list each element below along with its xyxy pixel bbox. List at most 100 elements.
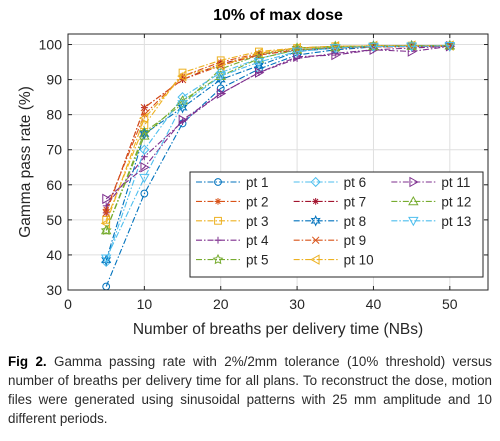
data-point-pt-13 — [406, 42, 417, 52]
legend-label: pt 4 — [246, 233, 269, 248]
data-point-pt-5 — [100, 224, 112, 236]
legend-label: pt 13 — [441, 214, 471, 229]
legend-item-pt-2: pt 2 — [196, 194, 269, 209]
x-axis-label: Number of breaths per delivery time (NBs… — [133, 321, 423, 338]
legend-label: pt 7 — [344, 194, 367, 209]
data-point-pt-12 — [177, 95, 188, 105]
legend-item-pt-6: pt 6 — [293, 175, 367, 190]
legend-label: pt 9 — [344, 233, 367, 248]
legend-marker — [312, 198, 320, 205]
y-tick-label: 40 — [46, 247, 62, 263]
data-point-pt-11 — [331, 49, 341, 61]
y-tick-label: 60 — [46, 177, 62, 193]
data-point-pt-12 — [139, 130, 150, 140]
data-point-pt-13 — [139, 173, 150, 184]
x-tick-label: 0 — [64, 296, 72, 312]
data-point-pt-13 — [368, 42, 379, 53]
data-point-pt-12 — [444, 40, 456, 50]
legend-marker — [214, 198, 222, 205]
data-point-pt-11 — [178, 114, 188, 126]
y-tick-label: 80 — [46, 107, 62, 123]
legend-label: pt 5 — [246, 253, 269, 268]
legend-marker — [310, 214, 321, 227]
series-line-pt-11 — [105, 45, 450, 200]
data-point-pt-8 — [101, 254, 112, 267]
data-point-pt-10 — [177, 70, 187, 82]
legend-marker — [310, 176, 321, 188]
data-point-pt-12 — [406, 40, 417, 50]
y-tick-label: 70 — [46, 142, 62, 158]
x-tick-label: 40 — [366, 296, 382, 312]
data-point-pt-13 — [253, 58, 265, 68]
data-point-pt-13 — [330, 44, 341, 54]
legend-item-pt-11: pt 11 — [391, 175, 470, 190]
legend: pt 1 pt 2 pt 3 pt 4 pt 5 pt 6 pt 7 pt 8 pt 9 pt 1… — [189, 171, 484, 278]
data-point-pt-13 — [177, 100, 188, 110]
legend-marker — [310, 254, 320, 265]
legend-item-pt-12: pt 12 — [391, 194, 471, 209]
legend-label: pt 2 — [246, 194, 269, 209]
legend-marker — [214, 178, 222, 186]
y-tick-label: 30 — [46, 282, 62, 298]
legend-item-pt-10: pt 10 — [293, 253, 374, 268]
legend-box — [189, 171, 484, 278]
data-point-pt-9 — [140, 103, 149, 112]
data-point-pt-6 — [215, 67, 226, 78]
legend-item-pt-13: pt 13 — [391, 214, 471, 229]
data-point-pt-10 — [138, 112, 149, 124]
data-point-pt-12 — [253, 53, 265, 63]
data-point-pt-12 — [100, 224, 112, 235]
legend-label: pt 12 — [441, 194, 471, 209]
chart-title: 10% of max dose — [213, 7, 343, 24]
axis-ticks: 0 10 20 30 40 50 30 40 50 60 70 80 90 100 — [39, 34, 488, 312]
figure-caption: Fig 2. Gamma passing rate with 2%/2mm to… — [8, 352, 492, 428]
legend-item-pt-4: pt 4 — [196, 233, 269, 248]
data-point-pt-11 — [216, 88, 227, 99]
y-tick-label: 90 — [46, 72, 62, 88]
legend-item-pt-9: pt 9 — [293, 233, 367, 248]
legend-label: pt 8 — [344, 214, 367, 229]
series-line-pt-4 — [105, 45, 450, 207]
data-point-pt-12 — [330, 41, 341, 52]
data-point-pt-12 — [368, 40, 379, 51]
y-tick-label: 100 — [39, 37, 63, 53]
legend-marker — [409, 176, 419, 188]
series-pt-13 — [100, 42, 456, 264]
caption-label: Fig 2. — [8, 354, 47, 369]
legend-marker — [214, 216, 222, 225]
series-layer — [100, 39, 456, 291]
data-point-pt-8 — [177, 101, 188, 114]
legend-label: pt 3 — [246, 214, 269, 229]
data-point-pt-11 — [102, 193, 112, 205]
legend-item-pt-5: pt 5 — [196, 253, 269, 268]
x-tick-label: 20 — [213, 296, 229, 312]
legend-label: pt 6 — [344, 175, 367, 190]
data-point-pt-9 — [446, 42, 454, 50]
x-tick-label: 10 — [137, 296, 153, 312]
legend-marker — [214, 236, 222, 244]
series-line-pt-13 — [105, 45, 450, 259]
data-point-pt-6 — [139, 144, 150, 155]
legend-label: pt 11 — [441, 175, 470, 190]
legend-item-pt-8: pt 8 — [293, 214, 367, 229]
x-tick-label: 30 — [289, 296, 305, 312]
legend-item-pt-1: pt 1 — [196, 175, 269, 190]
y-tick-label: 50 — [46, 212, 62, 228]
legend-label: pt 10 — [344, 253, 374, 268]
data-point-pt-11 — [255, 67, 265, 78]
data-point-pt-13 — [444, 42, 456, 52]
legend-marker — [212, 253, 224, 265]
legend-marker — [311, 236, 320, 244]
data-point-pt-6 — [177, 92, 188, 103]
data-point-pt-13 — [100, 254, 112, 264]
data-point-pt-12 — [291, 44, 303, 54]
x-tick-label: 50 — [442, 296, 458, 312]
data-point-pt-13 — [291, 47, 303, 57]
data-point-pt-10 — [100, 218, 111, 229]
y-axis-label: Gamma pass rate (%) — [17, 86, 34, 238]
data-point-pt-1 — [140, 189, 149, 198]
caption-text: Gamma passing rate with 2%/2mm tolerance… — [8, 354, 492, 426]
data-point-pt-4 — [102, 202, 110, 210]
data-point-pt-13 — [215, 72, 226, 82]
legend-item-pt-7: pt 7 — [293, 194, 367, 209]
